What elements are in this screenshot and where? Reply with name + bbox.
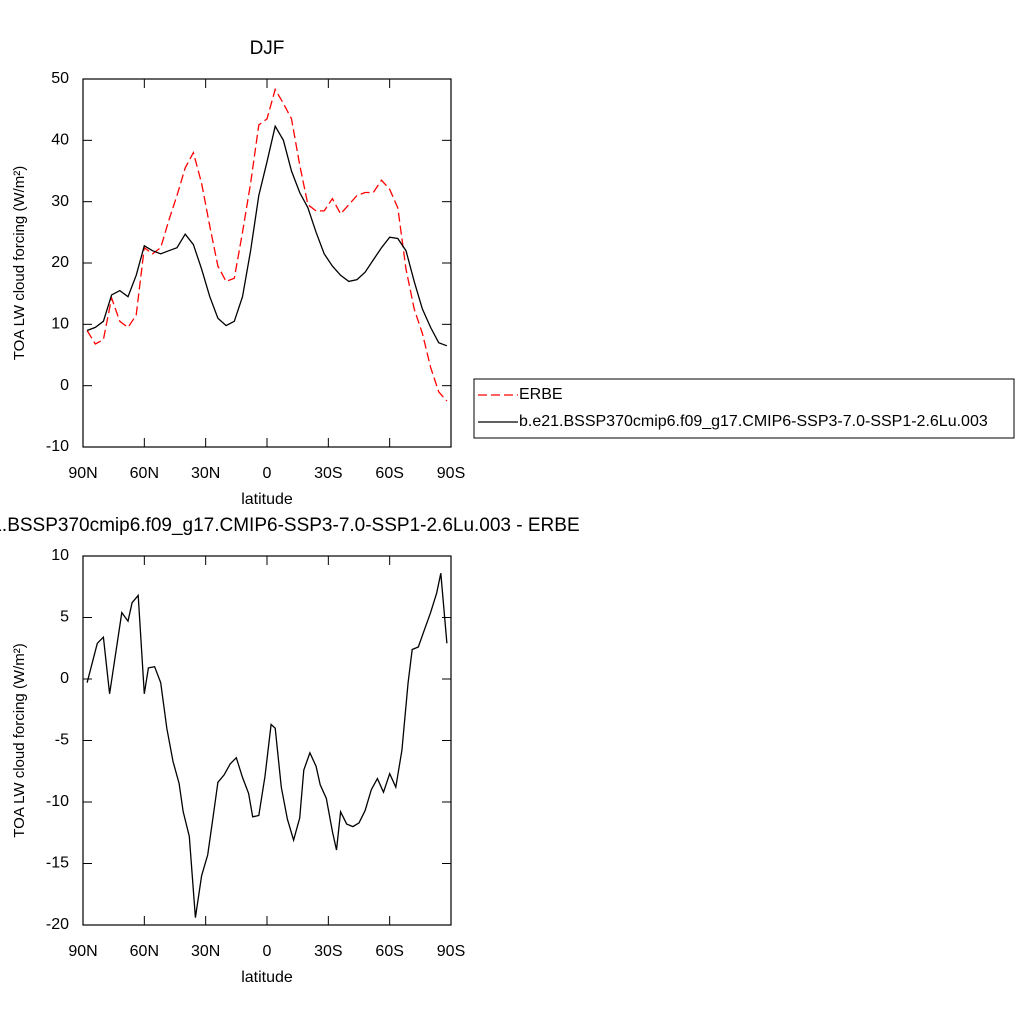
y-tick-label: -15 [46,855,69,872]
x-tick-label: 60N [130,465,159,482]
x-tick-label: 60S [375,943,403,960]
x-tick-label: 90S [437,943,465,960]
y-tick-label: 0 [60,670,69,687]
data-line [86,573,448,918]
y-tick-label: 10 [51,547,69,564]
data-line [86,124,448,347]
x-tick-label: 30S [314,943,342,960]
x-tick-label: 30S [314,465,342,482]
chart-title: b.e21.BSSP370cmip6.f09_g17.CMIP6-SSP3-7.… [0,515,580,536]
y-tick-label: -10 [46,793,69,810]
legend-label: ERBE [519,386,563,403]
x-axis-label: latitude [241,491,293,508]
x-tick-label: 0 [263,943,272,960]
x-tick-label: 60N [130,943,159,960]
x-tick-label: 90N [68,465,97,482]
x-tick-label: 90N [68,943,97,960]
y-axis-label: TOA LW cloud forcing (W/m²) [11,166,28,360]
chart: b.e21.BSSP370cmip6.f09_g17.CMIP6-SSP3-7.… [0,515,580,986]
x-tick-label: 0 [263,465,272,482]
y-tick-label: 30 [51,193,69,210]
x-tick-label: 30N [191,943,220,960]
x-tick-label: 30N [191,465,220,482]
chart-title: DJF [250,38,285,59]
y-tick-label: 20 [51,254,69,271]
y-tick-label: 10 [51,316,69,333]
y-tick-label: -20 [46,916,69,933]
y-axis-label: TOA LW cloud forcing (W/m²) [11,643,28,837]
x-axis-label: latitude [241,969,293,986]
y-tick-label: 40 [51,132,69,149]
plot-frame [82,78,452,448]
legend-label: b.e21.BSSP370cmip6.f09_g17.CMIP6-SSP3-7.… [519,413,988,430]
chart: DJF latitude TOA LW cloud forcing (W/m²) -1… [11,38,1015,508]
plot-frame [82,555,452,926]
y-tick-label: 5 [60,609,69,626]
y-tick-label: 0 [60,377,69,394]
y-tick-label: 50 [51,70,69,87]
legend-box [473,378,1015,439]
y-tick-label: -10 [46,438,69,455]
x-tick-label: 90S [437,465,465,482]
y-tick-label: -5 [55,732,69,749]
x-tick-label: 60S [375,465,403,482]
data-line [86,87,448,402]
